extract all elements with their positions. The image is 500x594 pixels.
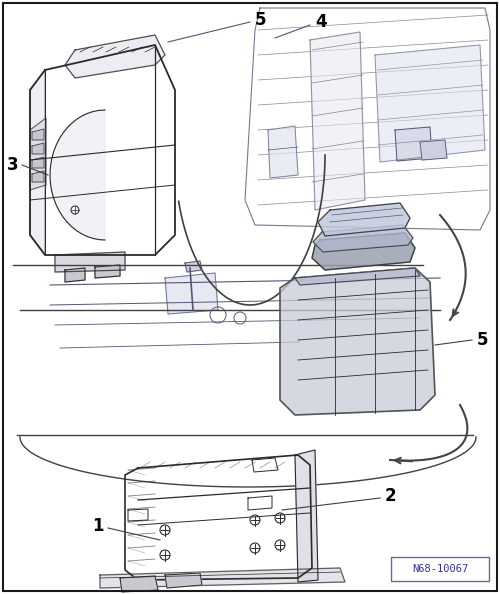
- Polygon shape: [100, 568, 345, 588]
- Polygon shape: [295, 450, 318, 582]
- Text: N68-10067: N68-10067: [412, 564, 468, 574]
- Text: 1: 1: [92, 517, 104, 535]
- Polygon shape: [165, 273, 218, 314]
- Polygon shape: [50, 110, 105, 240]
- FancyBboxPatch shape: [391, 557, 489, 581]
- Polygon shape: [95, 265, 120, 278]
- Polygon shape: [32, 157, 44, 168]
- Polygon shape: [65, 268, 85, 282]
- Polygon shape: [420, 140, 447, 160]
- Text: 3: 3: [6, 156, 18, 174]
- Text: 4: 4: [315, 13, 326, 31]
- Polygon shape: [120, 576, 158, 592]
- Polygon shape: [318, 203, 410, 236]
- Polygon shape: [395, 127, 432, 161]
- Polygon shape: [55, 252, 125, 272]
- Polygon shape: [268, 126, 298, 178]
- Polygon shape: [185, 261, 202, 272]
- Polygon shape: [313, 225, 413, 252]
- Polygon shape: [375, 45, 485, 162]
- Text: 5: 5: [477, 331, 488, 349]
- Polygon shape: [32, 143, 44, 154]
- Polygon shape: [312, 233, 415, 270]
- Polygon shape: [32, 171, 44, 182]
- Polygon shape: [280, 268, 435, 415]
- Polygon shape: [30, 118, 46, 190]
- Polygon shape: [165, 573, 202, 588]
- Polygon shape: [30, 70, 45, 255]
- Polygon shape: [65, 35, 165, 78]
- Polygon shape: [32, 129, 44, 140]
- Text: 2: 2: [385, 487, 396, 505]
- Polygon shape: [295, 268, 420, 285]
- Polygon shape: [310, 32, 365, 210]
- Text: 5: 5: [255, 11, 266, 29]
